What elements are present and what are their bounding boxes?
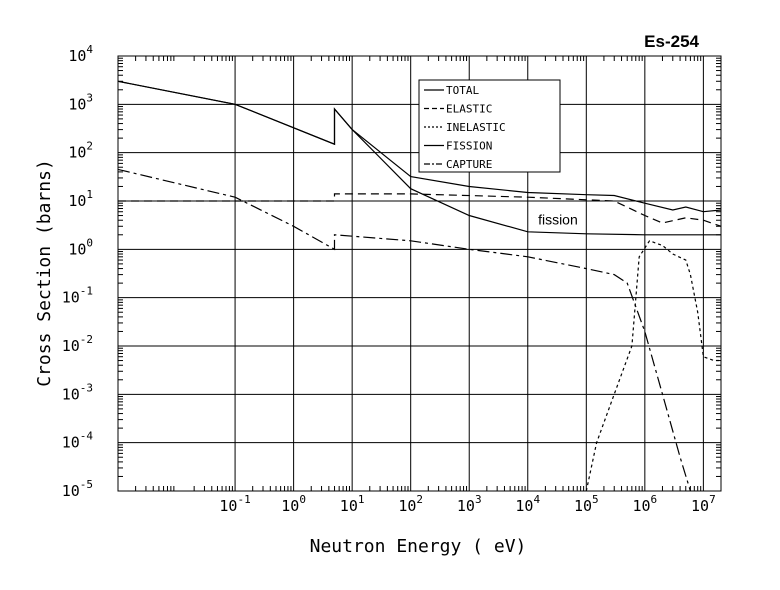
y-tick-label: 10-5 [62, 478, 93, 500]
y-tick-base: 10 [62, 482, 80, 500]
x-tick-label: 102 [398, 493, 423, 515]
y-tick-exponent: -1 [80, 285, 93, 298]
chart-title: Es-254 [644, 32, 699, 51]
y-axis-label: Cross Section (barns) [34, 159, 55, 387]
x-tick-base: 10 [281, 497, 299, 515]
x-tick-exponent: 7 [709, 493, 716, 506]
y-tick-label: 103 [68, 91, 93, 113]
annotations: fission [538, 211, 578, 227]
x-tick-base: 10 [219, 497, 237, 515]
legend-box [418, 79, 561, 173]
y-tick-exponent: -2 [80, 333, 93, 346]
legend-label-capture: CAPTURE [446, 158, 492, 171]
x-tick-exponent: 2 [416, 493, 423, 506]
y-tick-exponent: 1 [86, 188, 93, 201]
series-group [118, 80, 721, 491]
annotation-label: fission [538, 211, 578, 227]
y-tick-label: 102 [68, 140, 93, 162]
y-tick-exponent: 3 [86, 91, 93, 104]
y-tick-base: 10 [68, 240, 86, 258]
x-tick-label: 105 [574, 493, 599, 515]
x-tick-exponent: 3 [475, 493, 482, 506]
x-tick-base: 10 [691, 497, 709, 515]
y-tick-exponent: 4 [86, 43, 93, 56]
y-tick-label: 10-2 [62, 333, 93, 355]
x-tick-base: 10 [398, 497, 416, 515]
y-tick-exponent: -5 [80, 478, 93, 491]
plot-frame [117, 55, 722, 492]
x-axis-label: Neutron Energy ( eV) [310, 536, 527, 557]
x-tick-base: 10 [632, 497, 650, 515]
x-tick-exponent: 0 [299, 493, 306, 506]
series-line-inelastic [585, 240, 721, 491]
x-tick-exponent: 6 [651, 493, 658, 506]
x-tick-exponent: 4 [533, 493, 540, 506]
x-tick-label: 101 [340, 493, 365, 515]
y-tick-base: 10 [62, 337, 80, 355]
y-tick-base: 10 [68, 47, 86, 65]
x-tick-exponent: 1 [358, 493, 365, 506]
x-tick-label: 106 [632, 493, 657, 515]
y-tick-base: 10 [62, 385, 80, 403]
y-tick-label: 10-4 [62, 430, 94, 452]
y-tick-label: 101 [68, 188, 93, 210]
x-tick-label: 100 [281, 493, 306, 515]
legend-label-inelastic: INELASTIC [446, 121, 506, 134]
y-tick-label: 10-3 [62, 381, 93, 403]
y-tick-exponent: -4 [80, 430, 94, 443]
x-tick-base: 10 [574, 497, 592, 515]
y-tick-base: 10 [62, 289, 80, 307]
y-tick-base: 10 [68, 192, 86, 210]
y-tick-label: 10-1 [62, 285, 93, 307]
x-tick-exponent: -1 [237, 493, 250, 506]
y-tick-label: 100 [68, 236, 93, 258]
y-tick-base: 10 [68, 95, 86, 113]
y-tick-exponent: 2 [86, 140, 93, 153]
x-tick-exponent: 5 [592, 493, 599, 506]
y-tick-exponent: 0 [86, 236, 93, 249]
x-tick-label: 103 [457, 493, 482, 515]
x-tick-label: 104 [515, 493, 540, 515]
legend-label-total: TOTAL [446, 84, 479, 97]
tick-labels: 10-1 100 101 102 103 104 105 106 107104103102101… [62, 43, 716, 515]
x-tick-label: 107 [691, 493, 716, 515]
x-tick-label: 10-1 [219, 493, 250, 515]
y-tick-base: 10 [62, 434, 80, 452]
series-line-elastic [118, 193, 721, 227]
x-tick-base: 10 [515, 497, 533, 515]
legend: TOTAL ELASTIC INELASTIC FISSION CAPTURE [418, 79, 561, 173]
series-line-capture [118, 168, 691, 491]
series-line-fission [118, 80, 721, 236]
legend-label-fission: FISSION [446, 140, 492, 153]
legend-label-elastic: ELASTIC [446, 103, 492, 116]
y-tick-base: 10 [68, 144, 86, 162]
x-tick-base: 10 [457, 497, 475, 515]
y-tick-exponent: -3 [80, 381, 93, 394]
y-tick-label: 104 [68, 43, 93, 65]
x-tick-base: 10 [340, 497, 358, 515]
